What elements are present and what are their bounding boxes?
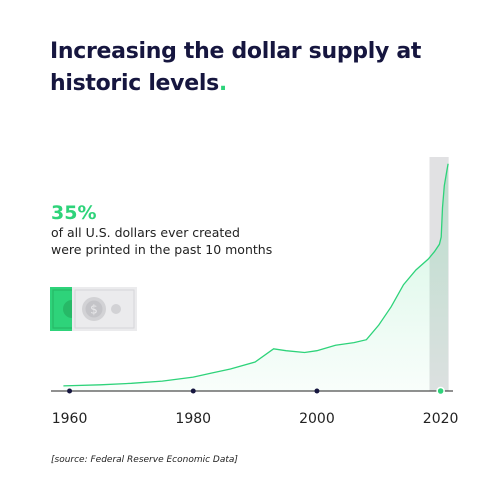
svg-text:$: $ — [90, 303, 98, 317]
stat-caption: of all U.S. dollars ever created were pr… — [51, 224, 311, 258]
x-tick-label-2000: 2000 — [299, 411, 335, 427]
x-tick-marker-2000 — [314, 388, 320, 394]
dollar-bill-icon: $ — [50, 287, 137, 331]
title-accent-dot: . — [218, 71, 227, 96]
page-title: Increasing the dollar supply at historic… — [50, 39, 422, 96]
x-tick-marker-2020 — [436, 386, 445, 396]
stat-caption-line-2: were printed in the past 10 months — [51, 242, 273, 257]
x-tick-marker-1960 — [67, 388, 73, 394]
x-tick-marker-1980 — [190, 388, 196, 394]
x-tick-label-1960: 1960 — [52, 411, 88, 427]
x-tick-label-1980: 1980 — [175, 411, 211, 427]
x-tick-label-2020: 2020 — [423, 411, 459, 427]
source-note: [source: Federal Reserve Economic Data] — [51, 455, 238, 465]
stat-caption-line-1: of all U.S. dollars ever created — [51, 225, 240, 240]
money-supply-line — [63, 163, 449, 387]
money-supply-area — [63, 163, 449, 391]
stat-value: 35% — [51, 202, 97, 224]
